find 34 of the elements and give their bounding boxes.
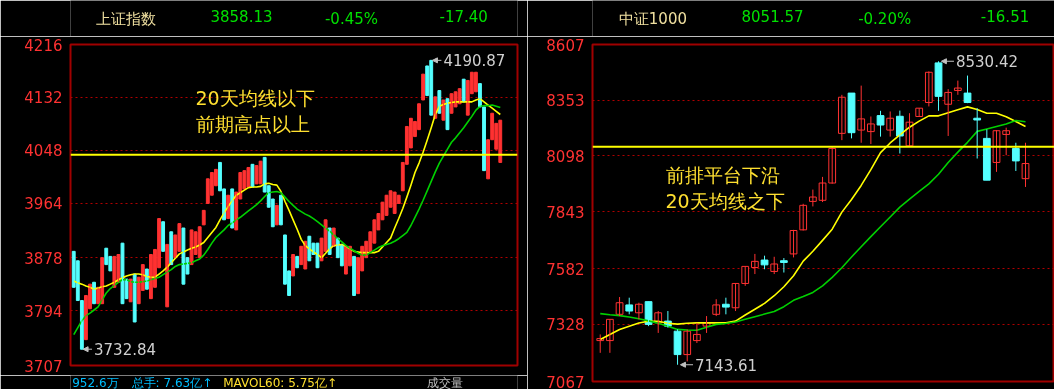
text: -0.20% — [858, 9, 912, 28]
chart-title: 中证1000 — [618, 9, 687, 28]
chart-title: 上证指数 — [95, 9, 156, 28]
annotation: 20天均线之下 — [665, 189, 785, 212]
text: 8051.57 — [741, 7, 804, 26]
y-tick-label: 4132 — [24, 89, 63, 108]
y-tick-label: 3878 — [24, 249, 63, 268]
y-tick-label: 3794 — [24, 302, 63, 321]
annotation: 3732.84 — [94, 341, 157, 360]
y-tick-label: 7067 — [546, 373, 585, 389]
y-tick-label: 7328 — [546, 316, 585, 335]
text: 成交量 — [426, 375, 463, 389]
y-tick-label: 8353 — [546, 92, 585, 111]
annotation: 7143.61 — [695, 356, 758, 375]
annotation: 4190.87 — [443, 52, 506, 71]
annotation: 20天均线以下 — [195, 86, 315, 109]
text: -16.51 — [980, 7, 1030, 26]
y-tick-label: 4048 — [24, 142, 63, 161]
text: -0.45% — [324, 9, 379, 28]
annotation: 前期高点以上 — [195, 112, 310, 135]
text: -17.40 — [439, 7, 488, 26]
y-tick-label: 3707 — [24, 357, 63, 376]
text: MAVOL60: 5.75亿↑ — [223, 375, 337, 389]
annotation: 8530.42 — [955, 53, 1019, 72]
y-tick-label: 7843 — [546, 203, 585, 222]
text: 3858.13 — [210, 7, 273, 26]
y-tick-label: 8098 — [546, 147, 585, 166]
annotation: 前排平台下沿 — [665, 163, 780, 186]
y-tick-label: 7582 — [546, 260, 585, 279]
y-tick-label: 4216 — [24, 36, 63, 55]
text: 总手: 7.63亿↑ — [130, 375, 213, 389]
y-tick-label: 8607 — [546, 36, 585, 55]
y-tick-label: 3964 — [24, 195, 63, 214]
text: 952.6万 — [72, 375, 119, 389]
